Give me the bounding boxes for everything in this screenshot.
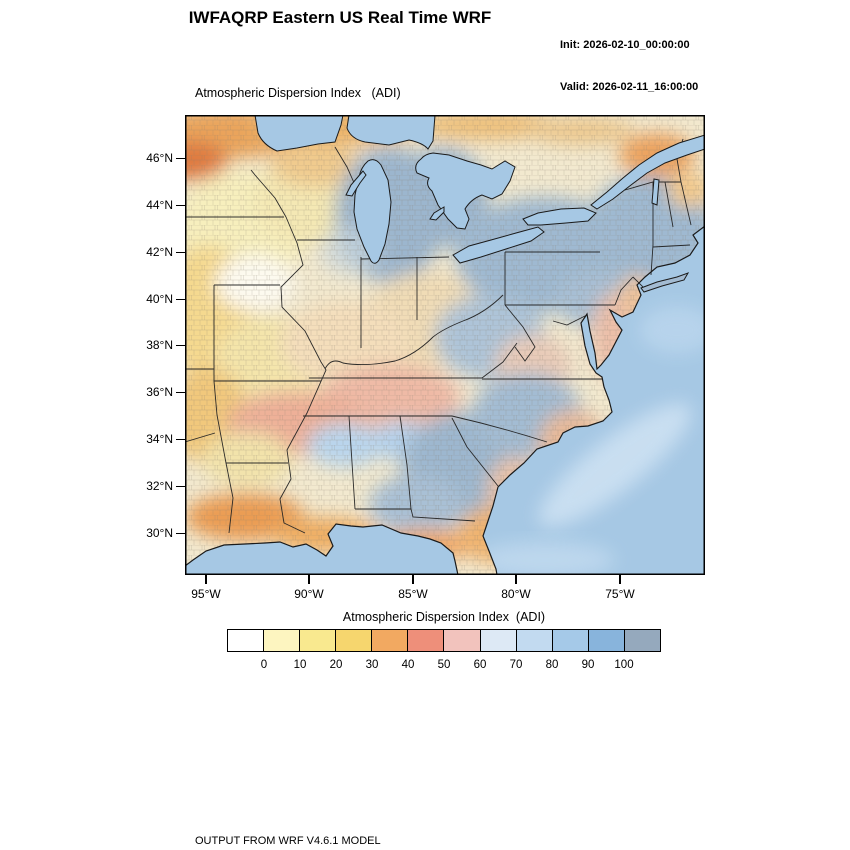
lat-tick-label: 34°N xyxy=(146,432,173,446)
colorbar-tick-label: 10 xyxy=(293,659,307,671)
colorbar-tick-label: 20 xyxy=(329,659,343,671)
colorbar-tick-label: 60 xyxy=(473,659,487,671)
lon-tick-mark xyxy=(412,575,414,584)
colorbar-cell xyxy=(299,630,336,651)
lat-tick-mark xyxy=(176,251,185,253)
colorbar-cell xyxy=(479,630,516,651)
lake-ontario xyxy=(522,207,597,226)
colorbar-cell xyxy=(263,630,300,651)
colorbar-cell xyxy=(551,630,588,651)
lon-tick-label: 75°W xyxy=(605,587,635,601)
colorbar-tick-label: 90 xyxy=(581,659,595,671)
lat-tick-label: 40°N xyxy=(146,292,173,306)
lat-tick-mark xyxy=(176,391,185,393)
coastline xyxy=(185,115,705,575)
lat-tick-label: 44°N xyxy=(146,198,173,212)
colorbar-tick-label: 30 xyxy=(365,659,379,671)
ocean-streaks xyxy=(475,306,705,575)
lon-tick-label: 90°W xyxy=(294,587,324,601)
lat-tick-mark xyxy=(176,298,185,300)
great-lakes xyxy=(254,115,705,264)
colorbar-cell xyxy=(371,630,408,651)
lon-tick-mark xyxy=(205,575,207,584)
lon-tick-mark xyxy=(619,575,621,584)
colorbar xyxy=(227,629,661,652)
colorbar-tick-label: 50 xyxy=(437,659,451,671)
lon-tick-mark xyxy=(308,575,310,584)
lat-tick-label: 30°N xyxy=(146,526,173,540)
lon-tick-label: 85°W xyxy=(398,587,428,601)
lat-tick-mark xyxy=(176,204,185,206)
colorbar-cell xyxy=(335,630,372,651)
colorbar-cell xyxy=(228,630,264,651)
lon-tick-label: 95°W xyxy=(191,587,221,601)
lake-michigan xyxy=(353,159,392,264)
colorbar-title: Atmospheric Dispersion Index (ADI) xyxy=(342,610,546,624)
colorbar-tick-label: 80 xyxy=(545,659,559,671)
lat-tick-label: 32°N xyxy=(146,479,173,493)
colorbar-cell xyxy=(623,630,660,651)
lat-tick-label: 36°N xyxy=(146,385,173,399)
lat-tick-label: 46°N xyxy=(146,151,173,165)
lake-superior-west xyxy=(254,115,344,152)
green-bay xyxy=(345,170,367,197)
colorbar-tick-label: 0 xyxy=(260,659,268,671)
lat-tick-mark xyxy=(176,438,185,440)
colorbar-cell xyxy=(515,630,552,651)
colorbar-tick-label: 40 xyxy=(401,659,415,671)
map-title: Atmospheric Dispersion Index (ADI) xyxy=(195,86,401,100)
lat-tick-mark xyxy=(176,157,185,159)
dispersion-map xyxy=(185,115,705,575)
lat-tick-mark xyxy=(176,532,185,534)
map-canvas xyxy=(185,115,705,575)
map-frame-border xyxy=(185,115,705,575)
lon-tick-mark xyxy=(515,575,517,584)
lake-champlain xyxy=(651,178,660,206)
saginaw-bay xyxy=(429,206,445,221)
lake-erie xyxy=(452,226,545,264)
lat-tick-mark xyxy=(176,485,185,487)
colorbar-cell xyxy=(587,630,624,651)
state-boundaries xyxy=(185,138,692,534)
init-time: Init: 2026-02-10_00:00:00 xyxy=(560,39,690,51)
colorbar-cell xyxy=(443,630,480,651)
page-title: IWFAQRP Eastern US Real Time WRF xyxy=(188,8,492,27)
run-info: Init: 2026-02-10_00:00:00 Valid: 2026-02… xyxy=(560,10,698,122)
st-lawrence-river xyxy=(590,134,705,210)
long-island xyxy=(640,272,690,293)
valid-time: Valid: 2026-02-11_16:00:00 xyxy=(560,81,699,93)
lon-tick-label: 80°W xyxy=(501,587,531,601)
lake-huron xyxy=(415,152,516,230)
colorbar-cell xyxy=(407,630,444,651)
lat-tick-label: 42°N xyxy=(146,245,173,259)
footer: OUTPUT FROM WRF V4.6.1 MODEL WE = 310 ; … xyxy=(195,806,628,850)
lat-tick-mark xyxy=(176,344,185,346)
lat-tick-label: 38°N xyxy=(146,338,173,352)
colorbar-tick-label: 70 xyxy=(509,659,523,671)
footer-model-line: OUTPUT FROM WRF V4.6.1 MODEL xyxy=(195,835,381,847)
colorbar-tick-label: 100 xyxy=(614,659,634,671)
lake-superior-east xyxy=(346,115,436,150)
